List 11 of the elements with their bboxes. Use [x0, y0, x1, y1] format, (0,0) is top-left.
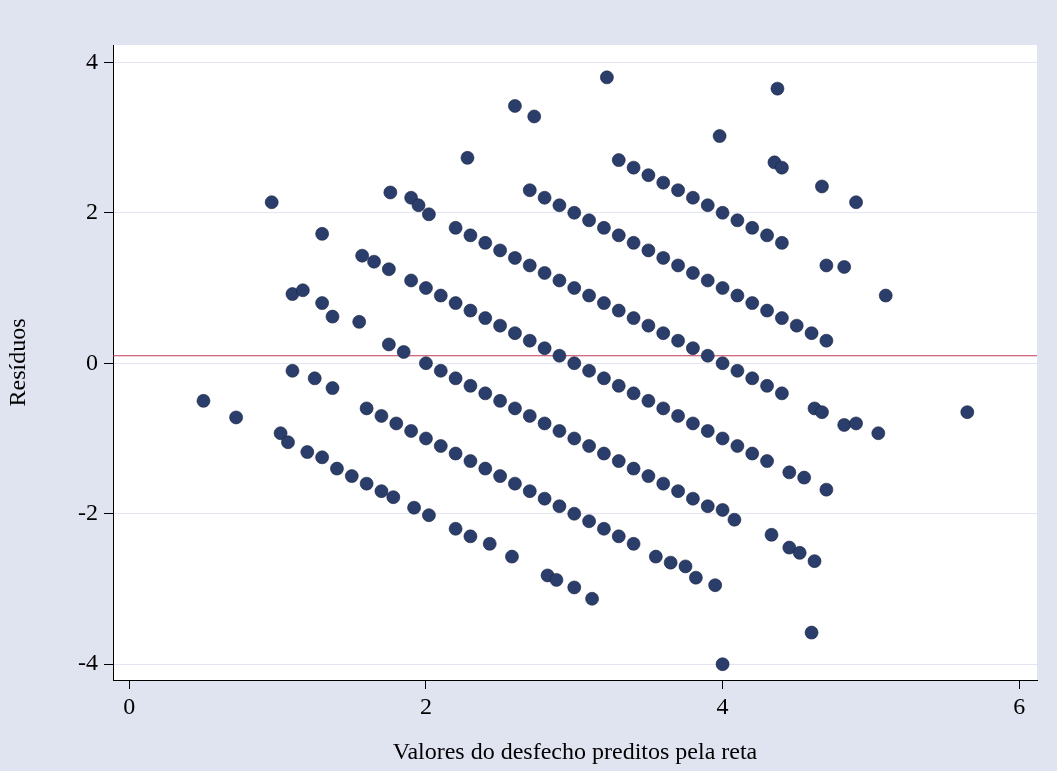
y-tick-label: -2	[78, 499, 98, 526]
x-tick-label: 0	[123, 692, 136, 719]
x-tick-label: 4	[716, 692, 729, 719]
y-axis-title: Resíduos	[3, 318, 30, 407]
y-tick-label: -4	[78, 649, 98, 676]
y-tick-label: 4	[86, 47, 98, 74]
y-tick-label: 2	[86, 198, 98, 225]
x-axis-title: Valores do desfecho preditos pela reta	[392, 737, 758, 764]
y-tick-label: 0	[86, 348, 98, 375]
x-tick-label: 2	[419, 692, 432, 719]
x-tick-label: 6	[1013, 692, 1026, 719]
